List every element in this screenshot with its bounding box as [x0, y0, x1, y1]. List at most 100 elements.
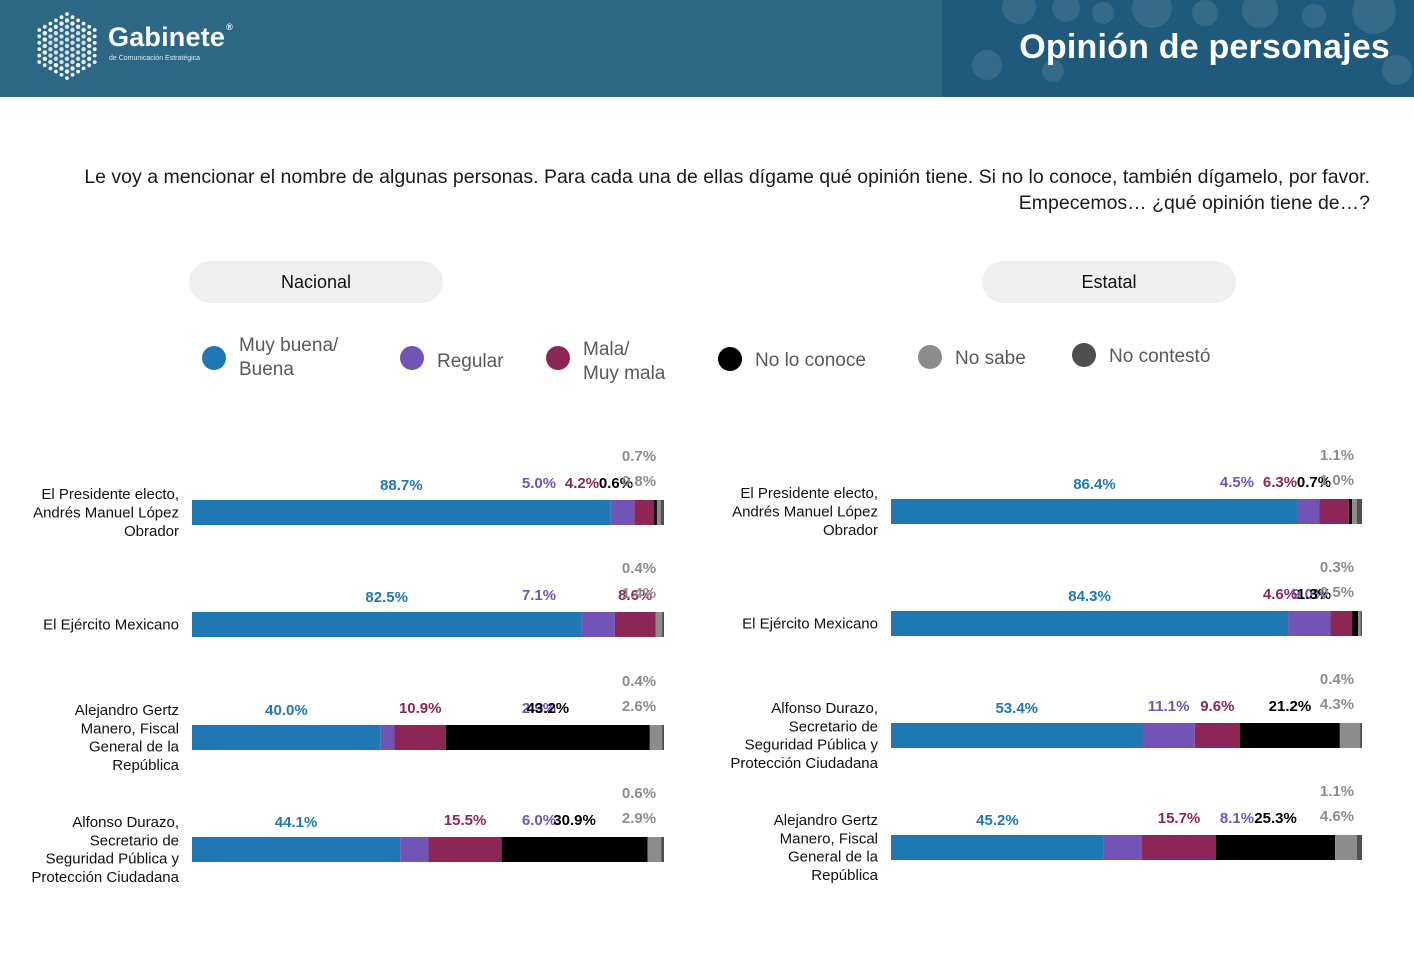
survey-question: Le voy a mencionar el nombre de algunas … [84, 166, 1370, 214]
logo-dot [87, 56, 92, 61]
bar-segment [891, 499, 1298, 524]
bar-segment [1215, 835, 1336, 860]
logo-dot [87, 37, 92, 42]
logo-dot [42, 56, 47, 61]
bar-segment [1360, 723, 1362, 748]
logo-hexagon-icon [37, 12, 97, 80]
bar-segment [654, 500, 657, 525]
category-label: Alejandro Gertz [75, 702, 179, 719]
logo-dot [64, 43, 70, 49]
legend-label: Muy buena/ Buena [239, 335, 339, 380]
bar-segment [891, 611, 1289, 636]
data-label: 15.5% [444, 812, 487, 829]
data-label: 53.4% [995, 700, 1038, 717]
data-label: 4.2% [565, 475, 599, 492]
bar-segment [656, 500, 661, 525]
legend-dot-icon [400, 346, 424, 370]
category-label: General de la [89, 739, 180, 756]
data-label: 9.0% [1292, 586, 1326, 603]
bar-segment [1352, 611, 1359, 636]
logo-dot [70, 21, 75, 26]
legend-label: No lo conoce [755, 350, 866, 371]
logo-dot [42, 43, 47, 49]
category-label: Protección Ciudadana [730, 755, 878, 772]
data-label: 2.9% [522, 700, 556, 717]
bar-segment [610, 500, 635, 525]
bar-segment [891, 835, 1104, 860]
logo-dot [59, 34, 64, 39]
logo-dot [70, 59, 75, 65]
logo-dot [87, 50, 92, 55]
bar-segment [1339, 723, 1361, 748]
logo-dot [92, 53, 97, 58]
title-panel: Opinión de personajes [942, 0, 1414, 97]
logo-dot [70, 66, 75, 71]
bar-segment [1288, 611, 1331, 636]
bar-segment [1330, 611, 1353, 636]
data-label: 25.3% [1254, 810, 1297, 827]
data-label: 2.6% [622, 698, 656, 715]
data-label: 44.1% [275, 814, 318, 831]
logo-dot [75, 56, 81, 61]
logo-dot [70, 53, 75, 58]
logo-dot [92, 47, 97, 52]
data-label: 0.7% [1297, 474, 1331, 491]
bar-segment [1352, 499, 1357, 524]
data-label: 2.9% [622, 810, 656, 827]
bar-segment [192, 500, 611, 525]
logo-dot [70, 47, 75, 52]
data-label: 1.0% [1320, 472, 1354, 489]
legend-label: No contestó [1109, 346, 1211, 367]
logo-dot [65, 76, 69, 80]
data-label: 11.1% [1148, 698, 1190, 715]
logo-dot [59, 59, 64, 65]
logo-dot [70, 72, 75, 77]
category-label: General de la [788, 849, 879, 866]
category-label: Obrador [823, 522, 878, 539]
bar-segment [662, 725, 664, 750]
logo-dot [65, 12, 69, 16]
logo-dot [75, 63, 81, 68]
logo-dot [81, 21, 86, 26]
logo-dot [37, 53, 42, 58]
bar-segment [1335, 835, 1357, 860]
bar-segment [661, 837, 664, 862]
data-label: 1.4% [622, 585, 656, 602]
logo-subtitle: de Comunicación Estratégica [109, 55, 201, 62]
bar-segment [192, 837, 401, 862]
logo-dot [59, 21, 64, 26]
category-label: República [112, 757, 179, 774]
logo-dot [92, 34, 97, 39]
bar-segment [1360, 611, 1362, 636]
category-label: Alejandro Gertz [774, 812, 878, 829]
category-label: Seguridad Pública y [46, 851, 180, 868]
bar-segment [614, 612, 656, 637]
panel-label-estatal: Estatal [982, 261, 1236, 303]
bar-segment [1348, 499, 1353, 524]
data-label: 9.6% [1200, 698, 1234, 715]
data-label: 4.6% [1320, 808, 1354, 825]
data-label: 1.1% [1320, 447, 1354, 464]
legend-dot-icon [718, 347, 742, 371]
logo-dot [53, 31, 59, 36]
category-label: Andrés Manuel López [732, 504, 878, 521]
data-label: 84.3% [1068, 588, 1111, 605]
bar-segment [192, 725, 381, 750]
logo-dot [48, 47, 53, 52]
legend-dot-icon [546, 346, 570, 370]
legend-label: Regular [437, 351, 504, 372]
logo-dot [81, 53, 86, 58]
bar-segment [581, 612, 615, 637]
logo-dot [42, 50, 47, 55]
data-label: 8.1% [1220, 810, 1254, 827]
category-label: El Ejército Mexicano [742, 616, 878, 633]
data-label: 21.2% [1269, 698, 1312, 715]
legend-dot-icon [1072, 343, 1096, 367]
category-label: Secretario de [90, 832, 179, 849]
data-label: 0.4% [622, 560, 656, 577]
logo-dot [59, 15, 64, 20]
logo-dot [59, 27, 64, 33]
data-label: 5.0% [522, 475, 556, 492]
logo-dot [59, 40, 64, 45]
category-label: Manero, Fiscal [780, 830, 878, 847]
